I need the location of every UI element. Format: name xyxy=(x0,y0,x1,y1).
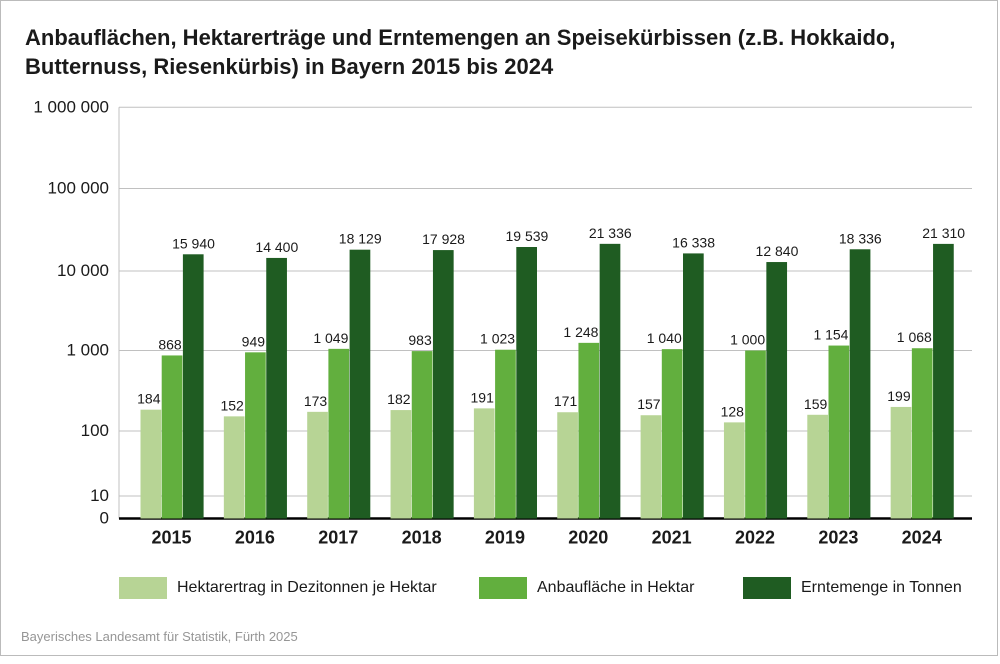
svg-text:173: 173 xyxy=(304,393,328,409)
svg-text:2022: 2022 xyxy=(735,528,775,548)
svg-text:100: 100 xyxy=(81,421,109,440)
svg-text:983: 983 xyxy=(408,332,432,348)
svg-text:1 000 000: 1 000 000 xyxy=(33,97,109,116)
svg-text:2023: 2023 xyxy=(818,528,858,548)
svg-text:949: 949 xyxy=(242,333,266,349)
svg-text:152: 152 xyxy=(220,397,244,413)
svg-text:868: 868 xyxy=(158,336,182,352)
svg-text:2021: 2021 xyxy=(652,528,692,548)
svg-text:182: 182 xyxy=(387,391,411,407)
svg-text:2016: 2016 xyxy=(235,528,275,548)
svg-text:0: 0 xyxy=(100,509,109,528)
svg-text:1 040: 1 040 xyxy=(647,330,682,346)
svg-text:2020: 2020 xyxy=(568,528,608,548)
svg-text:1 068: 1 068 xyxy=(897,329,932,345)
svg-text:18 336: 18 336 xyxy=(839,230,882,246)
svg-text:191: 191 xyxy=(471,389,495,405)
svg-text:1 000: 1 000 xyxy=(66,341,109,360)
svg-text:10 000: 10 000 xyxy=(57,261,109,280)
svg-text:1 023: 1 023 xyxy=(480,331,515,347)
svg-text:2019: 2019 xyxy=(485,528,525,548)
svg-text:2017: 2017 xyxy=(318,528,358,548)
svg-text:2018: 2018 xyxy=(402,528,442,548)
svg-text:184: 184 xyxy=(137,391,161,407)
svg-text:100 000: 100 000 xyxy=(48,179,109,198)
svg-text:12 840: 12 840 xyxy=(756,243,799,259)
svg-text:21 310: 21 310 xyxy=(922,225,965,241)
svg-text:159: 159 xyxy=(804,396,828,412)
svg-text:17 928: 17 928 xyxy=(422,231,465,247)
svg-text:16 338: 16 338 xyxy=(672,234,715,250)
svg-text:171: 171 xyxy=(554,393,578,409)
svg-text:19 539: 19 539 xyxy=(505,228,548,244)
svg-text:1 000: 1 000 xyxy=(730,332,765,348)
svg-text:15 940: 15 940 xyxy=(172,235,215,251)
svg-text:2024: 2024 xyxy=(902,528,942,548)
svg-text:1 154: 1 154 xyxy=(813,327,848,343)
svg-text:128: 128 xyxy=(721,403,745,419)
svg-text:14 400: 14 400 xyxy=(255,239,298,255)
svg-text:10: 10 xyxy=(90,486,109,505)
svg-text:157: 157 xyxy=(637,396,661,412)
svg-text:21 336: 21 336 xyxy=(589,225,632,241)
svg-text:1 248: 1 248 xyxy=(563,324,598,340)
svg-text:2015: 2015 xyxy=(152,528,192,548)
svg-text:199: 199 xyxy=(887,388,911,404)
svg-text:1 049: 1 049 xyxy=(313,330,348,346)
svg-text:18 129: 18 129 xyxy=(339,231,382,247)
